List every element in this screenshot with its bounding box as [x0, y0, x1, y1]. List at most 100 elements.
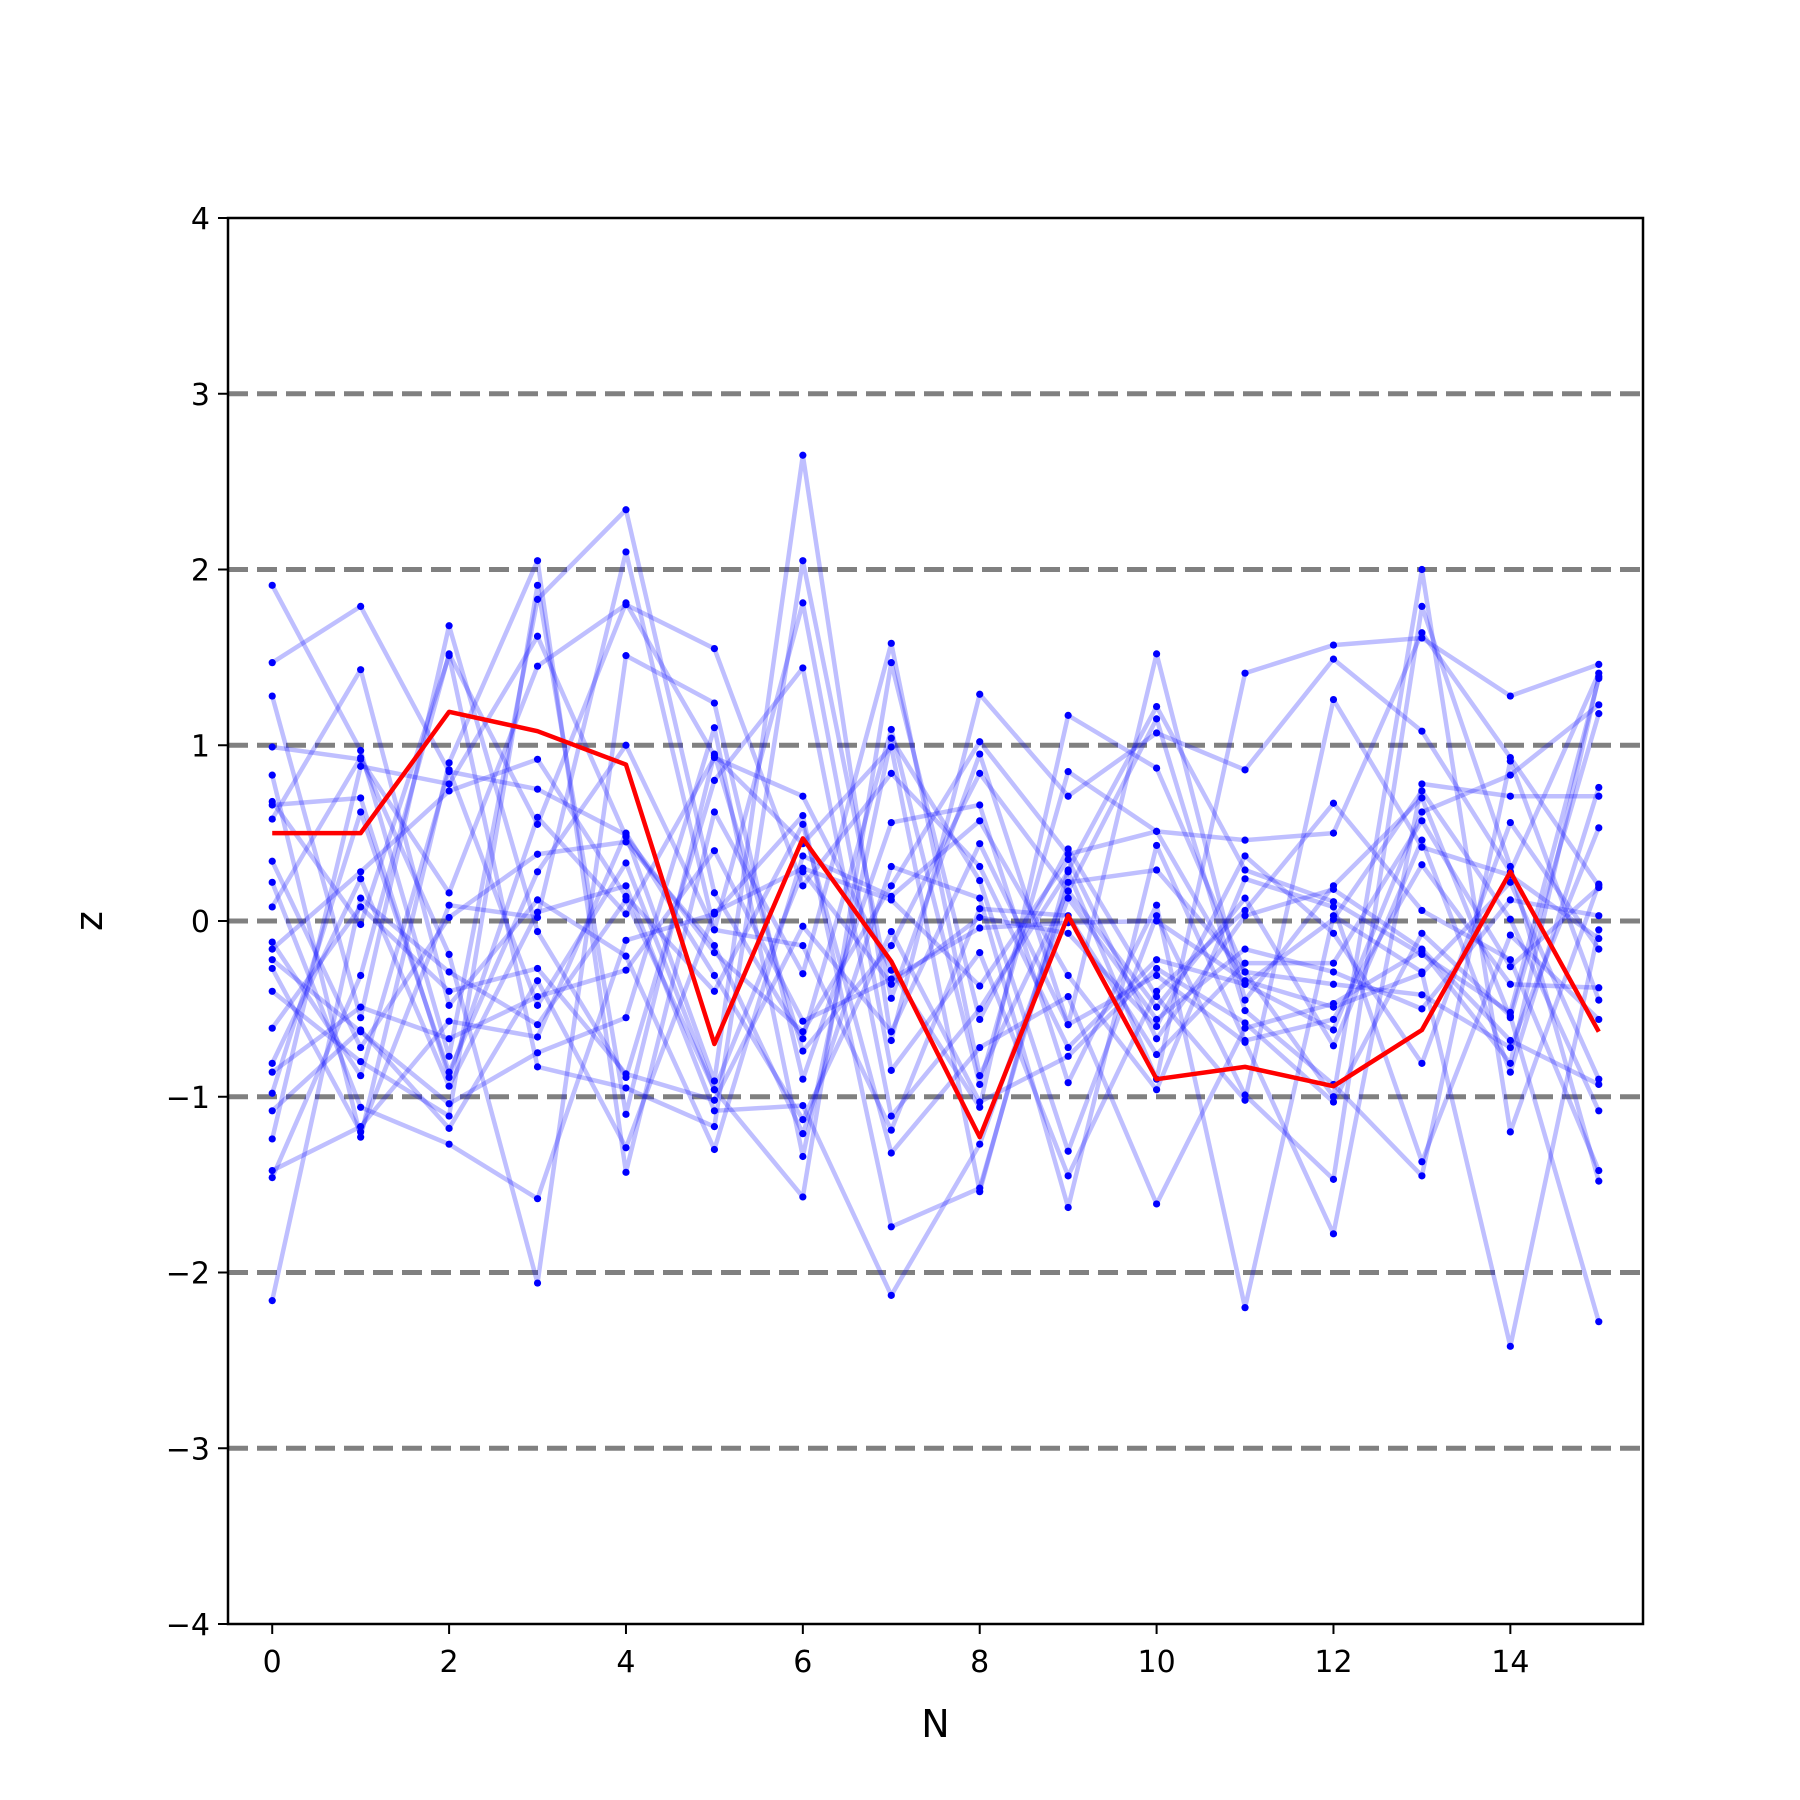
data-point	[710, 847, 719, 855]
data-point	[976, 1098, 984, 1106]
data-point	[622, 829, 630, 837]
data-point	[710, 926, 719, 934]
data-point	[976, 1188, 984, 1196]
data-point	[976, 801, 984, 809]
data-point	[1241, 980, 1249, 988]
data-point	[1329, 885, 1338, 893]
data-point	[1329, 980, 1338, 988]
data-point	[622, 652, 630, 660]
y-tick-label: 2	[191, 554, 210, 589]
data-point	[445, 622, 453, 630]
data-point	[1418, 1172, 1426, 1180]
data-point	[445, 968, 453, 976]
highlight-series-group	[272, 709, 1601, 1140]
data-point	[1418, 906, 1426, 915]
data-point	[1506, 818, 1514, 827]
data-point	[799, 557, 807, 565]
data-point	[1506, 771, 1514, 779]
data-point	[710, 949, 719, 957]
data-point	[799, 1101, 807, 1110]
data-point	[1329, 655, 1338, 663]
data-point	[622, 966, 630, 974]
data-point	[1418, 861, 1426, 869]
data-point	[976, 924, 984, 932]
data-point	[445, 1068, 453, 1076]
data-point	[1418, 945, 1426, 953]
data-point	[533, 632, 542, 640]
data-point	[1152, 1022, 1161, 1031]
data-point	[357, 794, 365, 802]
data-point	[357, 1128, 365, 1136]
data-point	[533, 1033, 542, 1041]
data-point	[887, 862, 895, 871]
data-point	[357, 875, 365, 883]
data-point	[1152, 912, 1161, 920]
data-point	[445, 787, 453, 795]
data-point	[533, 1279, 542, 1287]
data-point	[445, 950, 453, 958]
x-tick-label: 6	[793, 1645, 812, 1680]
data-point	[710, 752, 719, 760]
data-point	[1418, 929, 1426, 937]
data-point	[268, 743, 276, 751]
data-point	[445, 1112, 453, 1120]
data-point	[1595, 792, 1603, 800]
data-point	[887, 725, 895, 734]
data-point	[1241, 1024, 1249, 1032]
y-tick-label: −2	[166, 1257, 210, 1292]
data-point	[976, 905, 984, 913]
data-point	[533, 595, 542, 603]
data-point	[1241, 1304, 1249, 1312]
data-point	[533, 1049, 542, 1057]
data-point	[1506, 896, 1514, 904]
data-point	[1329, 1003, 1338, 1011]
y-tick-label: 1	[191, 729, 210, 764]
y-tick-label: −1	[166, 1081, 210, 1116]
x-tick-label: 12	[1314, 1645, 1352, 1680]
data-point	[976, 1072, 984, 1080]
data-point	[976, 949, 984, 957]
series-line	[270, 600, 1601, 1194]
data-point	[1064, 1021, 1072, 1029]
data-point	[622, 910, 630, 918]
data-point	[622, 838, 630, 846]
data-point	[1418, 817, 1426, 825]
data-point	[799, 811, 807, 820]
data-point	[357, 1014, 365, 1022]
data-point	[1152, 987, 1161, 995]
data-point	[710, 724, 719, 732]
data-point	[268, 964, 276, 973]
data-point	[445, 766, 453, 774]
data-point	[1241, 836, 1249, 844]
data-point	[268, 692, 276, 700]
data-point	[710, 808, 719, 816]
data-point	[1241, 1038, 1249, 1046]
y-tick-label: −4	[166, 1608, 210, 1643]
data-point	[445, 1140, 453, 1148]
data-point	[1418, 950, 1426, 958]
data-point	[1418, 1158, 1426, 1166]
series-line	[270, 507, 1601, 1087]
data-point	[976, 690, 984, 698]
data-point	[357, 666, 365, 674]
data-point	[1152, 964, 1161, 973]
data-point	[357, 1123, 365, 1131]
data-point	[1595, 701, 1603, 709]
data-point	[1064, 1052, 1072, 1060]
data-point	[1329, 903, 1338, 911]
data-point	[445, 650, 453, 658]
data-point	[887, 882, 895, 890]
data-point	[268, 903, 276, 911]
data-point	[887, 1126, 895, 1134]
data-point	[1064, 711, 1072, 719]
series-line	[270, 558, 1601, 1129]
data-point	[1064, 1172, 1072, 1180]
data-point	[533, 813, 542, 821]
series-line	[270, 634, 1601, 1140]
data-point	[357, 1003, 365, 1011]
data-point	[1064, 887, 1072, 895]
data-point	[1152, 1050, 1161, 1059]
data-point	[976, 840, 984, 848]
data-point	[533, 977, 542, 985]
